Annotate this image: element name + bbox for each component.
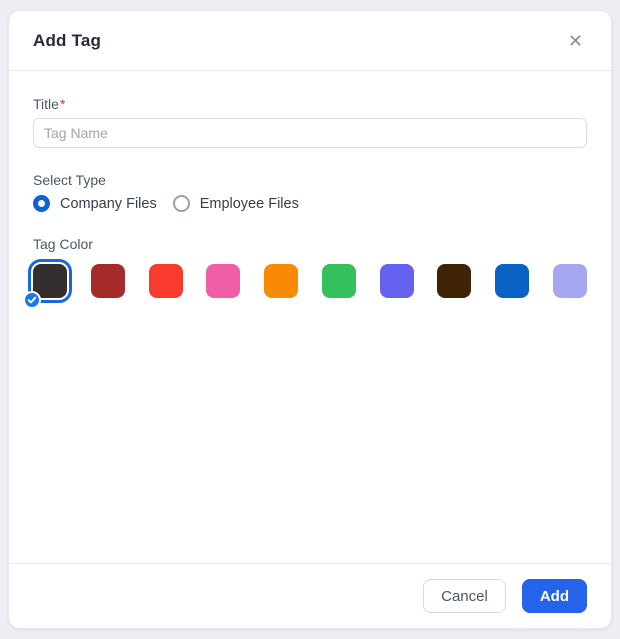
add-button[interactable]: Add — [521, 579, 587, 613]
color-swatch-pink[interactable] — [206, 264, 241, 298]
dialog-body: Title* Select Type Company Files Employee… — [9, 71, 611, 563]
tag-name-input[interactable] — [33, 118, 587, 148]
title-field-label: Title* — [33, 96, 587, 112]
color-swatch-lavender[interactable] — [552, 264, 587, 298]
add-tag-dialog: Add Tag ✕ Title* Select Type Company Fil… — [8, 10, 612, 629]
radio-option-employee-files[interactable]: Employee Files — [172, 195, 299, 212]
color-swatch-brown[interactable] — [437, 264, 472, 298]
color-swatch-charcoal[interactable] — [23, 259, 72, 309]
required-asterisk: * — [59, 96, 66, 112]
dialog-header: Add Tag ✕ — [9, 11, 611, 71]
color-swatch-blue[interactable] — [495, 264, 530, 298]
select-type-label: Select Type — [33, 172, 106, 188]
radio-unselected-icon[interactable] — [172, 195, 190, 212]
color-swatch-purple[interactable] — [379, 264, 414, 298]
radio-option-label: Company Files — [60, 195, 157, 212]
color-swatch-red[interactable] — [148, 264, 183, 298]
radio-option-label: Employee Files — [199, 195, 299, 212]
title-label-text: Title — [33, 96, 59, 112]
select-type-options: Company Files Employee Files — [33, 195, 587, 212]
tag-color-swatches — [23, 259, 587, 312]
cancel-button[interactable]: Cancel — [423, 579, 506, 613]
tag-color-label: Tag Color — [33, 236, 93, 252]
radio-selected-icon[interactable] — [33, 195, 50, 212]
color-swatch-green[interactable] — [321, 264, 356, 298]
selected-check-icon — [23, 291, 41, 309]
color-swatch-orange[interactable] — [264, 264, 299, 298]
close-icon[interactable]: ✕ — [564, 28, 587, 54]
radio-option-company-files[interactable]: Company Files — [33, 195, 157, 212]
dialog-title: Add Tag — [33, 30, 102, 50]
dialog-footer: Cancel Add — [9, 563, 611, 628]
color-swatch-brick-red[interactable] — [90, 264, 125, 298]
